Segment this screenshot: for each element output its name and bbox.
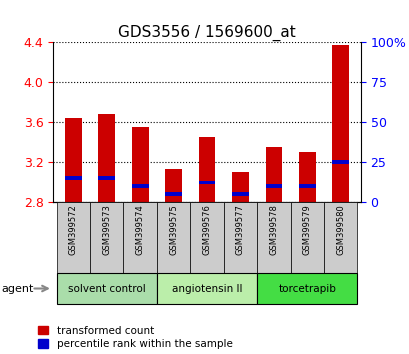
Text: solvent control: solvent control	[68, 284, 145, 293]
Bar	[231, 192, 248, 195]
Bar	[198, 137, 215, 202]
Bar	[265, 184, 281, 188]
Bar	[198, 181, 215, 184]
Legend: transformed count, percentile rank within the sample: transformed count, percentile rank withi…	[38, 326, 232, 349]
Text: GSM399578: GSM399578	[269, 204, 278, 255]
Bar	[265, 147, 281, 202]
Text: angiotensin II: angiotensin II	[171, 284, 242, 293]
Text: GSM399576: GSM399576	[202, 204, 211, 255]
Title: GDS3556 / 1569600_at: GDS3556 / 1569600_at	[118, 25, 295, 41]
Bar	[98, 176, 115, 179]
Bar	[165, 169, 182, 202]
Bar	[323, 202, 357, 273]
Bar	[256, 202, 290, 273]
Bar	[165, 192, 182, 195]
Bar	[190, 202, 223, 273]
Text: GSM399580: GSM399580	[335, 204, 344, 255]
Bar	[332, 160, 348, 164]
Bar	[332, 45, 348, 202]
Bar	[290, 202, 323, 273]
Text: GSM399574: GSM399574	[135, 204, 144, 255]
Text: GSM399575: GSM399575	[169, 204, 178, 255]
Bar	[256, 273, 357, 304]
Bar	[90, 202, 123, 273]
Bar	[157, 273, 256, 304]
Text: GSM399577: GSM399577	[236, 204, 244, 255]
Bar	[298, 184, 315, 188]
Bar	[223, 202, 256, 273]
Bar	[132, 184, 148, 188]
Bar	[123, 202, 157, 273]
Bar	[65, 118, 81, 202]
Bar	[132, 127, 148, 202]
Bar	[56, 202, 90, 273]
Bar	[56, 273, 157, 304]
Bar	[157, 202, 190, 273]
Text: GSM399572: GSM399572	[69, 204, 78, 255]
Bar	[65, 176, 81, 179]
Bar	[98, 114, 115, 202]
Text: agent: agent	[1, 284, 34, 293]
Text: GSM399579: GSM399579	[302, 204, 311, 255]
Bar	[298, 152, 315, 202]
Text: torcetrapib: torcetrapib	[278, 284, 335, 293]
Text: GSM399573: GSM399573	[102, 204, 111, 255]
Bar	[231, 172, 248, 202]
